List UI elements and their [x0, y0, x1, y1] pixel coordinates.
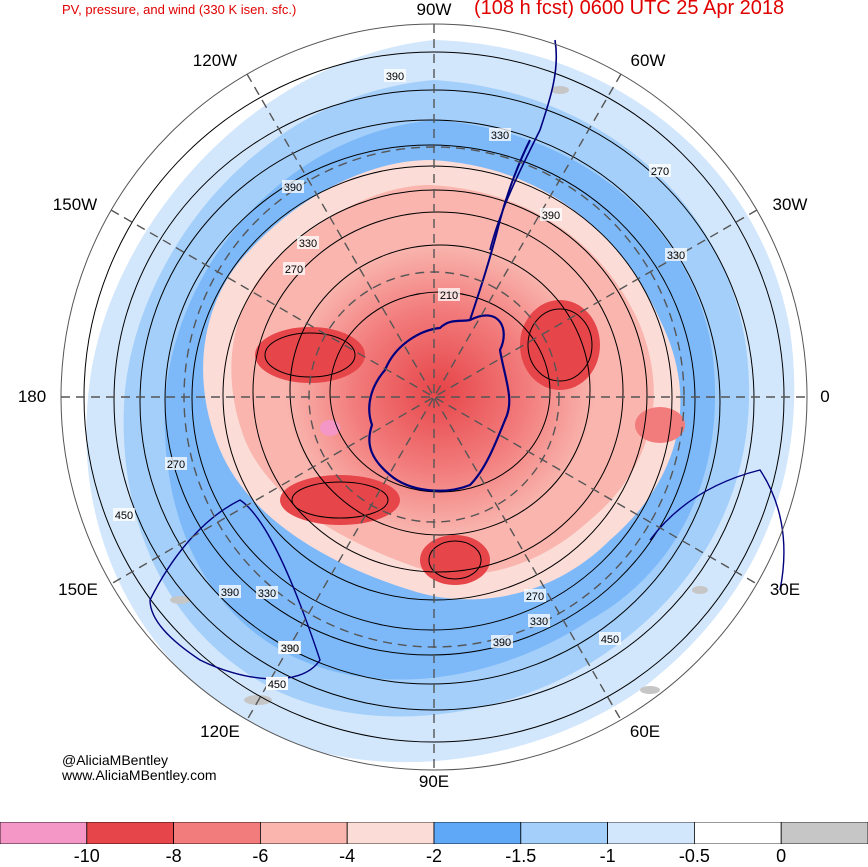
colorbar-label: -4: [339, 846, 356, 866]
colorbar-swatch: [346, 822, 435, 844]
contour-label: 450: [268, 679, 286, 691]
longitude-label: 150W: [52, 195, 98, 214]
contour-label: 270: [285, 264, 303, 276]
colorbar-label: -1.5: [505, 846, 537, 866]
longitude-label: 30E: [769, 580, 801, 599]
longitude-label: 60W: [630, 51, 666, 70]
colorbar-label: -2: [425, 846, 443, 866]
contour-label: 270: [526, 591, 544, 603]
colorbar-swatch: [607, 822, 695, 844]
colorbar-swatch: [780, 822, 868, 844]
contour-label: 270: [167, 459, 185, 471]
credit-handle: @AliciaMBentley: [62, 752, 169, 768]
longitude-label: 60E: [629, 722, 661, 741]
contour-label: 450: [601, 634, 619, 646]
contour-label: 390: [284, 182, 302, 194]
contour-label: 390: [386, 71, 404, 83]
longitude-label: 180: [17, 387, 47, 406]
colorbar-swatch: [694, 822, 782, 844]
contour-label: 390: [542, 210, 560, 222]
colorbar-swatch: [259, 822, 348, 844]
australia-coastline: [149, 499, 321, 680]
colorbar-swatch: [433, 822, 522, 844]
longitude-label: 150E: [58, 580, 98, 599]
colorbar-label: 0: [776, 846, 787, 866]
run-title: (108 h fcst) 0600 UTC 25 Apr 2018: [474, 0, 785, 19]
longitude-label: 90W: [416, 0, 452, 19]
colorbar-swatch: [173, 822, 261, 844]
colorbar-label: -6: [252, 846, 269, 866]
contour-label: 210: [440, 290, 458, 302]
contour-label: 330: [299, 238, 317, 250]
contour-label: 390: [493, 637, 511, 649]
map-canvas: 390 330 270 210 390 330 270 390 330 270 450 390 330 2…: [60, 23, 808, 771]
colorbar-swatch: [0, 822, 88, 844]
contour-label: 450: [115, 510, 133, 522]
colorbar-swatch: [86, 822, 175, 844]
contour-label: 330: [258, 588, 276, 600]
colorbar-label: -0.5: [678, 846, 710, 866]
africa-coastline: [649, 469, 785, 591]
south-america-coastline: [489, 39, 558, 251]
product-title: PV, pressure, and wind (330 K isen. sfc.…: [62, 2, 297, 17]
longitude-label: 120E: [200, 722, 240, 741]
antarctica-coastline: [368, 314, 511, 492]
colorbar-label: -8: [165, 846, 182, 866]
contour-label: 330: [530, 616, 548, 628]
contour-label: 330: [667, 250, 685, 262]
contour-label: 330: [491, 130, 509, 142]
credit-website: www.AliciaMBentley.com: [62, 767, 217, 783]
longitude-label: 120W: [192, 51, 238, 70]
colorbar-label: -1: [599, 846, 616, 866]
longitude-label: 0: [820, 387, 830, 406]
colorbar-label: -10: [73, 846, 100, 866]
contour-label: 390: [221, 587, 239, 599]
contour-label: 270: [651, 166, 669, 178]
contour-label: 390: [281, 643, 299, 655]
longitude-label: 30W: [772, 195, 808, 214]
colorbar: [0, 822, 868, 844]
graticule: [60, 23, 808, 771]
polar-map: 390 330 270 210 390 330 270 390 330 270 450 390 330 2…: [17, 0, 830, 791]
colorbar-swatch: [520, 822, 608, 844]
longitude-label: 90E: [418, 772, 450, 791]
